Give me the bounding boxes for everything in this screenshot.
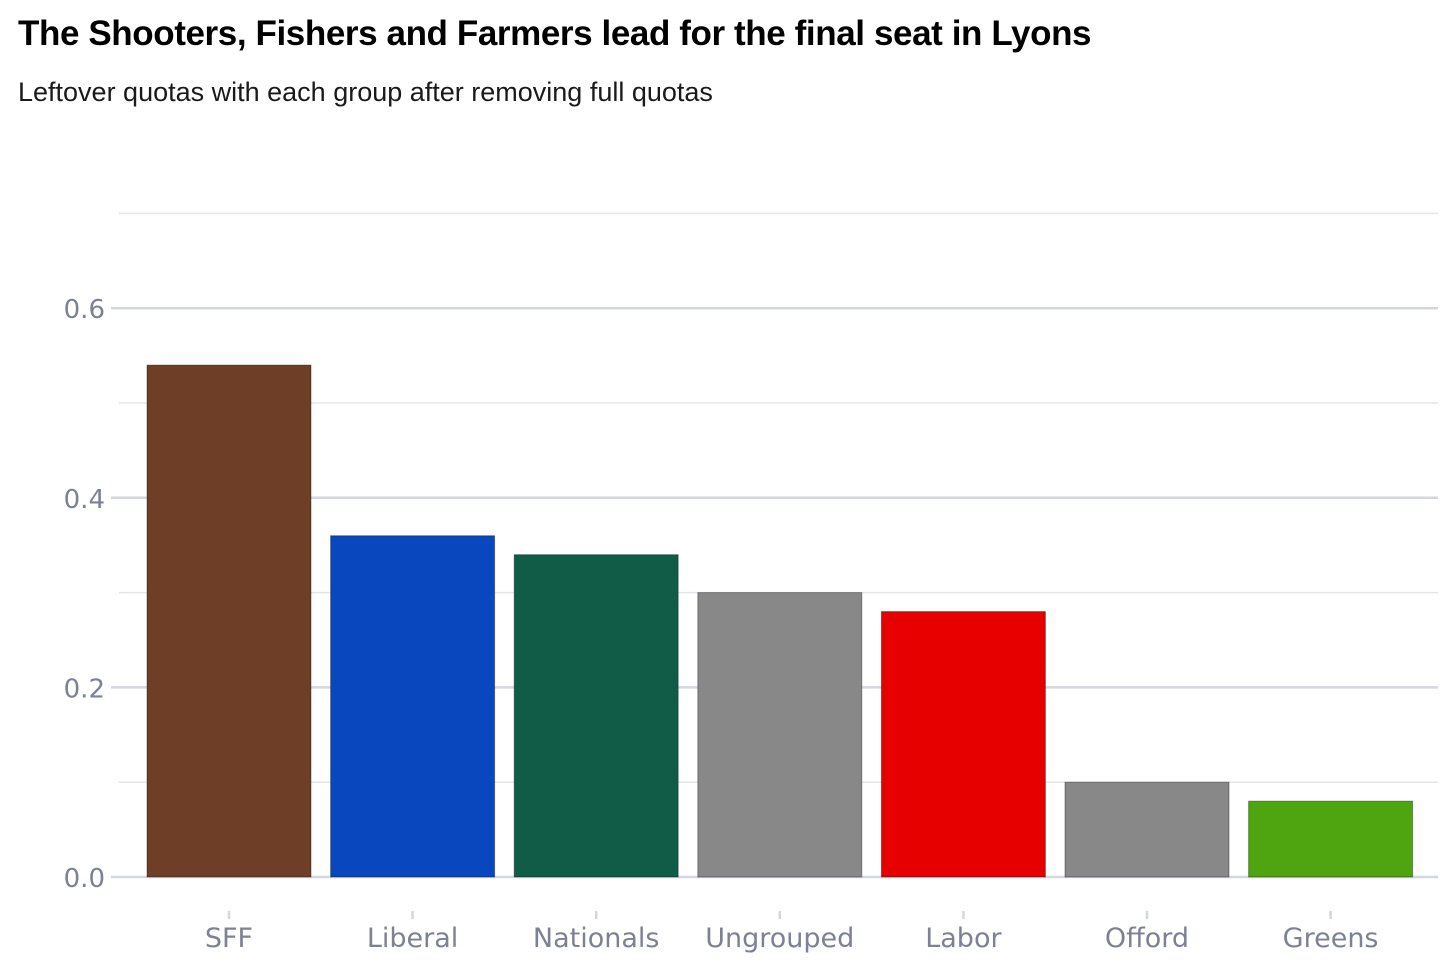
- x-tick-label: Labor: [925, 923, 1002, 954]
- x-tick-label: Liberal: [367, 923, 458, 954]
- y-tick-label: 0.2: [64, 674, 105, 704]
- axes: 0.0 0.2 0.4 0.6 SFF Liberal Nationals Ungrouped…: [64, 295, 1379, 954]
- x-tick-label: Offord: [1105, 923, 1189, 954]
- bars: [146, 364, 1414, 878]
- x-tick-label: Greens: [1283, 923, 1379, 954]
- bar-nationals: [513, 554, 679, 878]
- x-tick-label: Ungrouped: [705, 923, 854, 954]
- chart-subtitle: Leftover quotas with each group after re…: [18, 77, 713, 107]
- y-tick-label: 0.0: [64, 864, 105, 894]
- x-tick-label: Nationals: [533, 923, 660, 954]
- y-tick-label: 0.4: [64, 485, 105, 515]
- bar-greens: [1248, 800, 1414, 878]
- bar-liberal: [330, 535, 496, 878]
- bar-ungrouped: [697, 592, 863, 878]
- bar-labor: [880, 611, 1046, 878]
- bar-sff: [146, 364, 312, 878]
- x-tick-label: SFF: [205, 923, 253, 954]
- chart-title: The Shooters, Fishers and Farmers lead f…: [18, 14, 1092, 53]
- y-tick-label: 0.6: [64, 295, 105, 325]
- bar-offord: [1064, 781, 1230, 878]
